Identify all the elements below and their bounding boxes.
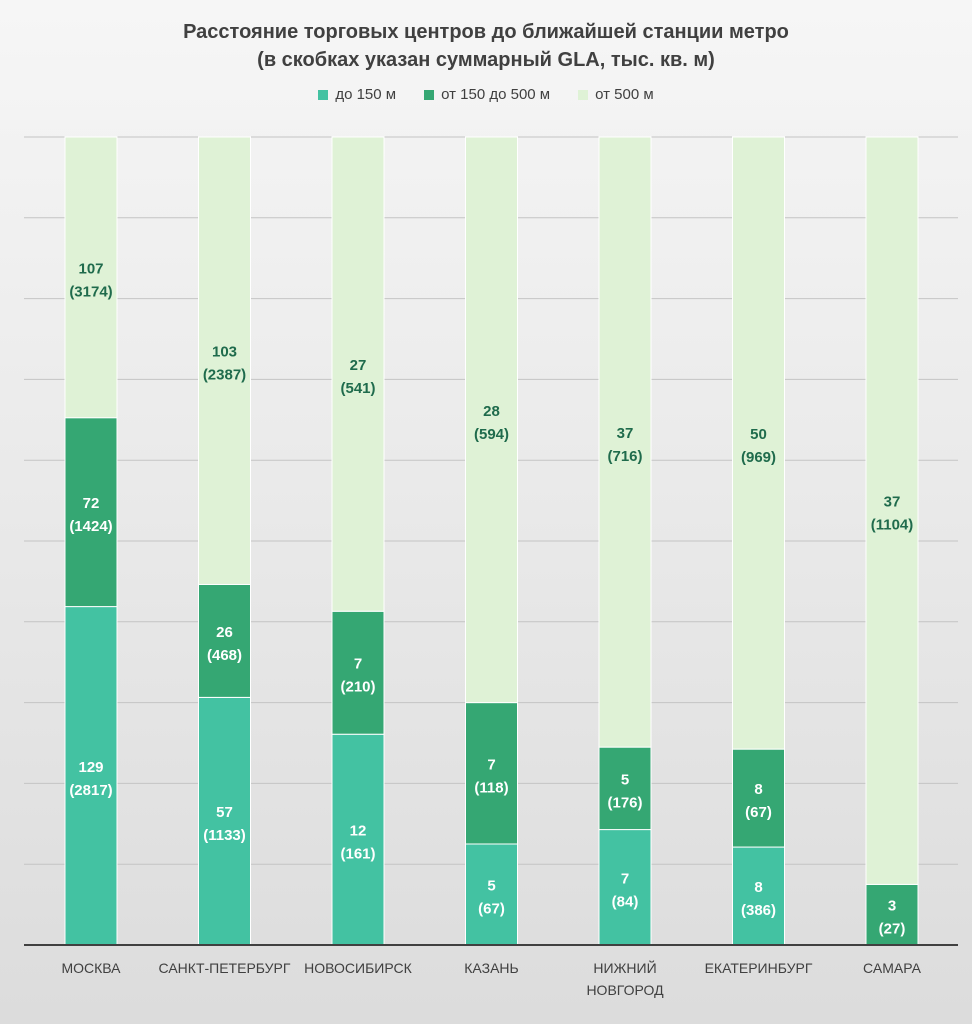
legend-swatch-2 bbox=[578, 89, 589, 100]
bar-segment bbox=[465, 702, 518, 845]
chart-title-line-2: (в скобках указан суммарный GLA, тыс. кв… bbox=[257, 49, 715, 71]
data-label-gla: (67) bbox=[745, 804, 772, 821]
data-label-gla: (541) bbox=[340, 380, 375, 397]
data-label-gla: (716) bbox=[607, 448, 642, 465]
data-label-value: 3 bbox=[888, 898, 896, 915]
data-label-gla: (1104) bbox=[871, 517, 914, 534]
data-label-gla: (84) bbox=[612, 893, 639, 910]
data-label-gla: (161) bbox=[340, 846, 375, 863]
data-label-value: 129 bbox=[78, 759, 103, 776]
data-label-value: 8 bbox=[754, 879, 762, 896]
data-label-gla: (468) bbox=[207, 647, 242, 664]
data-label-value: 26 bbox=[216, 624, 233, 641]
data-label-value: 72 bbox=[83, 495, 100, 512]
category-label: САМАРА bbox=[863, 960, 922, 976]
data-label-value: 7 bbox=[487, 756, 495, 773]
bar-segment bbox=[732, 748, 785, 848]
data-label-value: 57 bbox=[216, 804, 233, 821]
bar-segment bbox=[732, 136, 785, 750]
bar-segment bbox=[64, 136, 118, 419]
data-label-value: 37 bbox=[617, 425, 634, 442]
data-label-gla: (594) bbox=[474, 426, 509, 443]
bar-segment bbox=[331, 733, 385, 946]
bar-segment bbox=[865, 883, 919, 946]
category-label: САНКТ-ПЕТЕРБУРГ bbox=[159, 960, 291, 976]
data-label-gla: (27) bbox=[879, 921, 906, 938]
legend-item-2: от 500 м bbox=[578, 86, 654, 103]
legend-label-0: до 150 м bbox=[335, 86, 397, 103]
data-label-gla: (1424) bbox=[69, 518, 112, 535]
bar-segment bbox=[465, 136, 518, 704]
bar-segment bbox=[331, 610, 385, 735]
category-label: КАЗАНЬ bbox=[464, 960, 518, 976]
data-label-gla: (2817) bbox=[69, 782, 112, 799]
data-label-value: 27 bbox=[350, 357, 367, 374]
bar-segment bbox=[865, 136, 919, 885]
legend-item-0: до 150 м bbox=[318, 86, 396, 103]
data-label-gla: (969) bbox=[741, 449, 776, 466]
data-label-gla: (210) bbox=[340, 679, 375, 696]
data-label-gla: (3174) bbox=[69, 283, 112, 300]
legend-item-1: от 150 до 500 м bbox=[424, 86, 550, 103]
legend-swatch-1 bbox=[424, 89, 435, 100]
bar-segment bbox=[331, 136, 385, 612]
bar-segment bbox=[598, 746, 652, 831]
bar-segment bbox=[598, 829, 652, 946]
chart-title: Расстояние торговых центров до ближайшей… bbox=[0, 18, 972, 74]
data-label-value: 5 bbox=[621, 771, 629, 788]
bar-segment bbox=[598, 136, 652, 748]
bar-segment bbox=[64, 417, 118, 608]
data-label-value: 7 bbox=[354, 656, 362, 673]
data-label-gla: (386) bbox=[741, 902, 776, 919]
bar-segment bbox=[64, 606, 118, 946]
category-label: НОВОСИБИРСК bbox=[304, 960, 412, 976]
data-label-gla: (118) bbox=[474, 779, 508, 796]
category-label: НОВГОРОД bbox=[586, 982, 664, 998]
category-label: НИЖНИЙ bbox=[593, 959, 656, 976]
data-label-gla: (67) bbox=[478, 901, 505, 918]
chart-title-line-1: Расстояние торговых центров до ближайшей… bbox=[183, 21, 789, 43]
data-label-value: 7 bbox=[621, 870, 629, 887]
legend-label-1: от 150 до 500 м bbox=[441, 86, 551, 103]
data-label-value: 107 bbox=[78, 260, 103, 277]
data-label-value: 103 bbox=[212, 344, 237, 361]
category-label: МОСКВА bbox=[61, 960, 121, 976]
bar-segment bbox=[198, 583, 251, 698]
bar-segment bbox=[198, 136, 251, 585]
bar-segment bbox=[465, 843, 518, 946]
data-label-value: 12 bbox=[350, 823, 367, 840]
legend: до 150 м от 150 до 500 м от 500 м bbox=[0, 86, 972, 103]
legend-swatch-0 bbox=[318, 89, 329, 100]
data-label-gla: (176) bbox=[607, 794, 642, 811]
data-label-value: 37 bbox=[884, 494, 901, 511]
data-label-gla: (1133) bbox=[203, 827, 246, 844]
category-label: ЕКАТЕРИНБУРГ bbox=[705, 960, 813, 976]
data-label-value: 50 bbox=[750, 426, 767, 443]
data-label-value: 5 bbox=[487, 878, 495, 895]
data-label-value: 28 bbox=[483, 403, 500, 420]
data-label-value: 8 bbox=[754, 781, 762, 798]
data-label-gla: (2387) bbox=[203, 367, 246, 384]
legend-label-2: от 500 м bbox=[595, 86, 654, 103]
